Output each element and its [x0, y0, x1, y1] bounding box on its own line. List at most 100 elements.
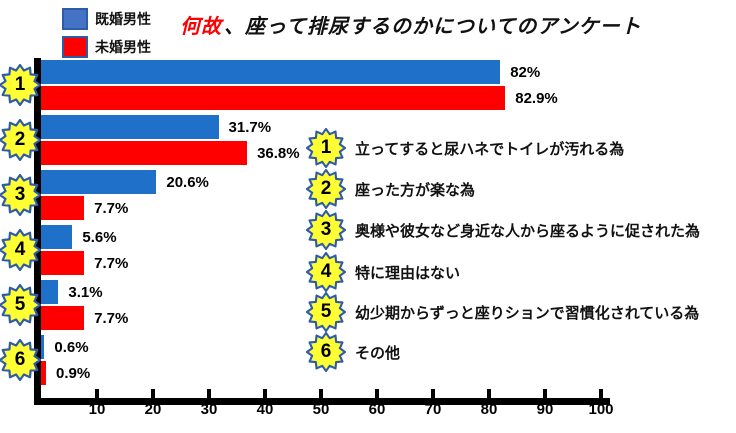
bar-married: [41, 335, 45, 359]
bar-group-2: 2 31.7% 36.8%: [41, 115, 300, 167]
bar-value-label: 7.7%: [94, 199, 129, 217]
badge-number: 1: [320, 137, 332, 158]
reason-item-3: 3 奥様や彼女など身近な人から座るように促された為: [306, 210, 700, 250]
reason-badge-2: 2: [306, 169, 346, 209]
bar-married: [41, 115, 219, 139]
reason-badge-3: 3: [306, 210, 346, 250]
tick-label: 30: [200, 401, 218, 418]
legend-item-unmarried: 未婚男性: [62, 33, 151, 61]
bar-married: [41, 170, 157, 194]
tick-mark: [95, 389, 99, 398]
bar-value-label: 31.7%: [228, 118, 272, 136]
legend-swatch-unmarried: [62, 36, 88, 58]
bar-value-label: 36.8%: [257, 144, 300, 162]
bar-unmarried: [41, 141, 248, 165]
tick-label: 80: [480, 401, 498, 418]
chart-title-highlight: 何故: [180, 16, 222, 38]
bar-value-label: 5.6%: [82, 228, 117, 246]
bar-value-label: 0.9%: [56, 364, 91, 382]
reason-text: 特に理由はない: [355, 264, 461, 282]
badge-number: 2: [320, 178, 332, 199]
reason-text: 奥様や彼女など身近な人から座るように促された為: [355, 222, 701, 240]
badge-number: 3: [320, 219, 332, 240]
tick-label: 40: [256, 401, 274, 418]
bar-row-married: 5.6%: [41, 225, 128, 249]
bar-married: [41, 280, 59, 304]
bar-value-label: 0.6%: [54, 338, 89, 356]
badge-number: 4: [320, 261, 332, 282]
tick-label: 10: [88, 401, 106, 418]
tick-label: 50: [312, 401, 330, 418]
tick-label: 70: [424, 401, 442, 418]
reason-text: 幼少期からずっと座りションで習慣化されている為: [355, 304, 700, 322]
tick-mark: [431, 389, 435, 398]
tick-label: 60: [368, 401, 386, 418]
reason-badge-6: 6: [306, 332, 346, 372]
badge-1: 1: [0, 64, 41, 106]
reason-item-4: 4 特に理由はない: [306, 252, 460, 292]
bar-unmarried: [41, 361, 47, 385]
badge-2: 2: [0, 119, 41, 161]
badge-number: 4: [14, 239, 26, 260]
reason-item-2: 2 座った方が楽な為: [306, 169, 475, 209]
bar-unmarried: [41, 86, 506, 110]
tick-mark: [151, 389, 155, 398]
tick-mark: [543, 389, 547, 398]
bar-row-unmarried: 0.9%: [41, 361, 90, 385]
badge-number: 3: [14, 184, 26, 205]
bar-value-label: 82.9%: [515, 89, 558, 107]
bar-row-married: 82%: [41, 60, 558, 84]
reason-badge-4: 4: [306, 252, 346, 292]
legend: 既婚男性 未婚男性: [62, 5, 151, 61]
bar-value-label: 7.7%: [94, 309, 129, 327]
bar-married: [41, 60, 501, 84]
reason-badge-5: 5: [306, 292, 346, 332]
badge-5: 5: [0, 284, 41, 326]
reason-item-1: 1 立ってすると尿ハネでトイレが汚れる為: [306, 128, 624, 168]
bar-row-unmarried: 36.8%: [41, 141, 300, 165]
legend-label-married: 既婚男性: [95, 11, 151, 27]
legend-item-married: 既婚男性: [62, 5, 151, 33]
badge-number: 5: [320, 301, 332, 322]
reason-text: 立ってすると尿ハネでトイレが汚れる為: [355, 140, 625, 158]
reason-item-5: 5 幼少期からずっと座りションで習慣化されている為: [306, 292, 699, 332]
tick-mark: [263, 389, 267, 398]
badge-4: 4: [0, 229, 41, 271]
tick-label: 20: [144, 401, 162, 418]
chart-title: 何故 、座って排尿するのかについてのアンケート: [180, 10, 642, 39]
plot-area: 10 20 30 40 50 60 70 80 90 100 1 82% 82.…: [41, 0, 736, 433]
tick-label: 90: [536, 401, 554, 418]
bar-unmarried: [41, 251, 85, 275]
legend-swatch-married: [62, 8, 88, 30]
bar-row-unmarried: 7.7%: [41, 251, 128, 275]
badge-number: 2: [14, 129, 26, 150]
reason-text: その他: [355, 344, 401, 362]
reason-badge-1: 1: [306, 128, 346, 168]
tick-label: 100: [588, 401, 614, 418]
bar-row-unmarried: 82.9%: [41, 86, 558, 110]
bar-value-label: 82%: [510, 63, 541, 81]
tick-mark: [207, 389, 211, 398]
tick-mark: [599, 389, 603, 398]
tick-mark: [375, 389, 379, 398]
bar-value-label: 7.7%: [94, 254, 129, 272]
reason-item-6: 6 その他: [306, 332, 400, 372]
bar-group-5: 5 3.1% 7.7%: [41, 280, 128, 332]
badge-3: 3: [0, 174, 41, 216]
bar-row-married: 3.1%: [41, 280, 128, 304]
badge-number: 5: [14, 294, 26, 315]
bar-row-unmarried: 7.7%: [41, 196, 209, 220]
bar-row-married: 0.6%: [41, 335, 90, 359]
badge-number: 6: [320, 341, 332, 362]
legend-label-unmarried: 未婚男性: [95, 39, 151, 55]
x-axis-line: [34, 398, 610, 405]
badge-6: 6: [0, 339, 41, 381]
bar-group-4: 4 5.6% 7.7%: [41, 225, 128, 277]
bar-group-6: 6 0.6% 0.9%: [41, 335, 90, 387]
y-axis-line: [34, 58, 41, 405]
tick-mark: [319, 389, 323, 398]
bar-married: [41, 225, 73, 249]
bar-value-label: 3.1%: [68, 283, 103, 301]
bar-group-1: 1 82% 82.9%: [41, 60, 558, 112]
